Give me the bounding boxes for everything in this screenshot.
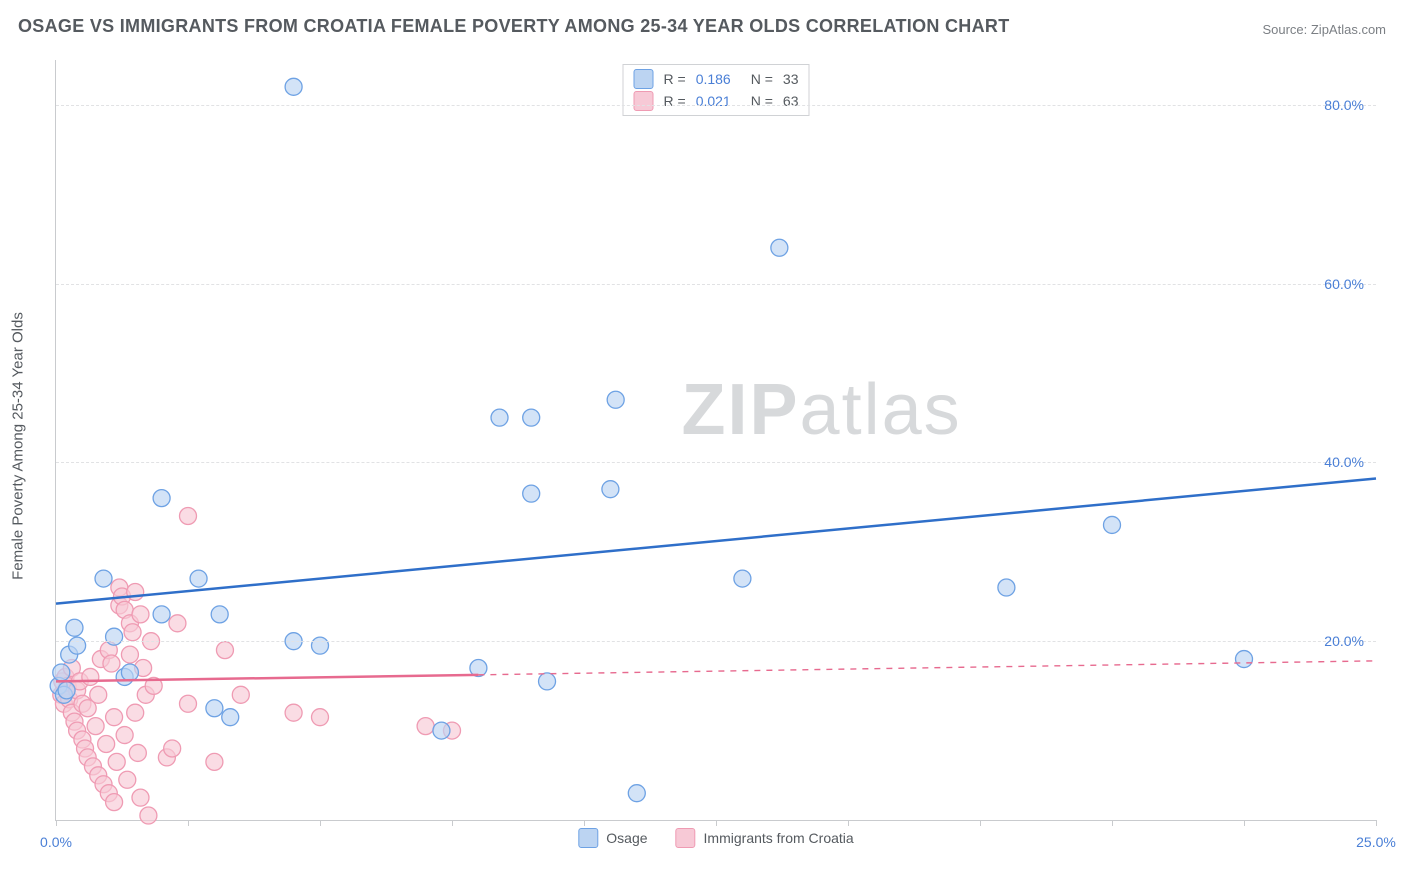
y-tick-label: 20.0% <box>1324 633 1364 649</box>
scatter-point <box>82 668 99 685</box>
scatter-point <box>734 570 751 587</box>
scatter-point <box>771 239 788 256</box>
scatter-point <box>58 682 75 699</box>
scatter-point <box>87 718 104 735</box>
scatter-point <box>180 508 197 525</box>
scatter-point <box>106 709 123 726</box>
scatter-point <box>232 686 249 703</box>
legend-series: Osage Immigrants from Croatia <box>578 828 853 848</box>
plot-area: ZIPatlas R =0.186N =33R =0.021N =63 Osag… <box>55 60 1376 821</box>
x-tick <box>1244 820 1245 826</box>
scatter-point <box>140 807 157 824</box>
scatter-point <box>164 740 181 757</box>
x-tick <box>584 820 585 826</box>
scatter-point <box>211 606 228 623</box>
scatter-point <box>132 789 149 806</box>
chart-title: OSAGE VS IMMIGRANTS FROM CROATIA FEMALE … <box>18 16 1010 37</box>
scatter-point <box>119 771 136 788</box>
scatter-point <box>121 646 138 663</box>
scatter-point <box>132 606 149 623</box>
y-axis-title: Female Poverty Among 25-34 Year Olds <box>10 312 27 580</box>
scatter-point <box>523 485 540 502</box>
x-tick <box>1112 820 1113 826</box>
chart-container: OSAGE VS IMMIGRANTS FROM CROATIA FEMALE … <box>0 0 1406 892</box>
x-tick <box>56 820 57 826</box>
scatter-point <box>285 78 302 95</box>
x-tick <box>320 820 321 826</box>
scatter-point <box>628 785 645 802</box>
scatter-point <box>433 722 450 739</box>
scatter-point <box>206 700 223 717</box>
legend-series-item: Osage <box>578 828 647 848</box>
x-tick-label: 0.0% <box>40 834 72 850</box>
scatter-point <box>69 637 86 654</box>
scatter-point <box>180 695 197 712</box>
y-tick-label: 40.0% <box>1324 454 1364 470</box>
scatter-point <box>285 704 302 721</box>
scatter-point <box>602 481 619 498</box>
scatter-point <box>106 794 123 811</box>
scatter-point <box>124 624 141 641</box>
scatter-point <box>108 753 125 770</box>
x-tick-label: 25.0% <box>1356 834 1396 850</box>
x-tick <box>1376 820 1377 826</box>
legend-series-label: Osage <box>606 830 647 846</box>
scatter-point <box>1104 516 1121 533</box>
scatter-point <box>129 744 146 761</box>
scatter-point <box>206 753 223 770</box>
legend-swatch <box>676 828 696 848</box>
scatter-point <box>103 655 120 672</box>
scatter-point <box>169 615 186 632</box>
scatter-point <box>312 637 329 654</box>
scatter-point <box>95 570 112 587</box>
legend-series-label: Immigrants from Croatia <box>704 830 854 846</box>
x-tick <box>980 820 981 826</box>
x-tick <box>452 820 453 826</box>
scatter-point <box>116 727 133 744</box>
y-tick-label: 60.0% <box>1324 276 1364 292</box>
scatter-point <box>190 570 207 587</box>
scatter-point <box>106 628 123 645</box>
scatter-point <box>222 709 239 726</box>
scatter-point <box>90 686 107 703</box>
scatter-point <box>53 664 70 681</box>
scatter-point <box>216 642 233 659</box>
scatter-point <box>153 606 170 623</box>
x-tick <box>848 820 849 826</box>
scatter-point <box>998 579 1015 596</box>
scatter-point <box>523 409 540 426</box>
scatter-point <box>491 409 508 426</box>
x-tick <box>188 820 189 826</box>
x-tick <box>716 820 717 826</box>
y-tick-label: 80.0% <box>1324 97 1364 113</box>
scatter-point <box>417 718 434 735</box>
scatter-point <box>1236 651 1253 668</box>
legend-series-item: Immigrants from Croatia <box>676 828 854 848</box>
scatter-point <box>66 619 83 636</box>
grid-line-h <box>56 641 1376 642</box>
chart-source: Source: ZipAtlas.com <box>1262 22 1386 37</box>
legend-swatch <box>578 828 598 848</box>
scatter-point <box>153 490 170 507</box>
grid-line-h <box>56 462 1376 463</box>
scatter-point <box>127 704 144 721</box>
scatter-point <box>539 673 556 690</box>
grid-line-h <box>56 284 1376 285</box>
scatter-point <box>121 664 138 681</box>
scatter-point <box>607 391 624 408</box>
chart-svg <box>56 60 1376 820</box>
scatter-point <box>127 584 144 601</box>
trend-line-solid <box>56 478 1376 603</box>
scatter-point <box>312 709 329 726</box>
scatter-point <box>98 736 115 753</box>
grid-line-h <box>56 105 1376 106</box>
